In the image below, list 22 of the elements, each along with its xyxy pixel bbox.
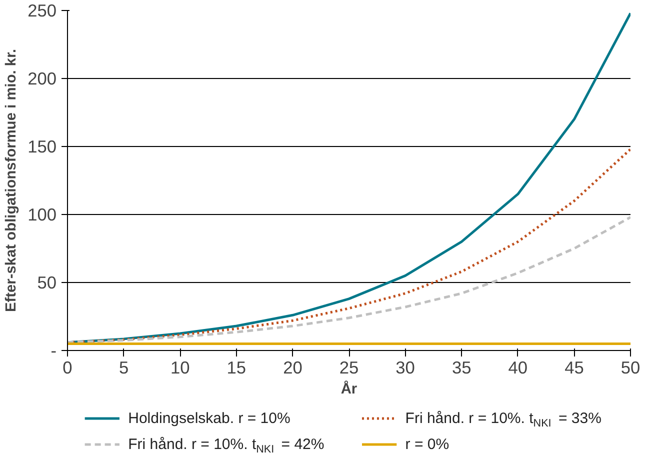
y-tick-label: - xyxy=(50,340,57,360)
y-tick-label: 50 xyxy=(37,272,57,292)
x-tick-label: 15 xyxy=(226,358,246,378)
x-tick-label: 0 xyxy=(62,358,72,378)
y-tick-label: 150 xyxy=(28,136,57,156)
y-tick-label: 250 xyxy=(28,0,57,20)
x-tick-label: 30 xyxy=(396,358,415,378)
x-tick-label: 40 xyxy=(508,358,528,378)
y-tick-label: 200 xyxy=(28,68,57,88)
x-tick-label: 20 xyxy=(283,358,302,378)
x-tick-label: 25 xyxy=(339,358,359,378)
legend-label: Holdingselskab. r = 10% xyxy=(128,410,290,427)
x-tick-label: 5 xyxy=(118,358,129,378)
x-tick-label: 10 xyxy=(170,358,190,378)
x-axis-title: År xyxy=(340,380,358,398)
x-tick-label: 50 xyxy=(620,358,640,378)
x-tick-label: 35 xyxy=(452,358,472,378)
y-tick-label: 100 xyxy=(28,204,57,224)
line-series xyxy=(68,216,630,344)
x-tick-label: 45 xyxy=(564,358,584,378)
legend-label: r = 0% xyxy=(405,436,450,453)
y-axis-title: Efter-skat obligationsformue i mio. kr. xyxy=(4,48,20,312)
